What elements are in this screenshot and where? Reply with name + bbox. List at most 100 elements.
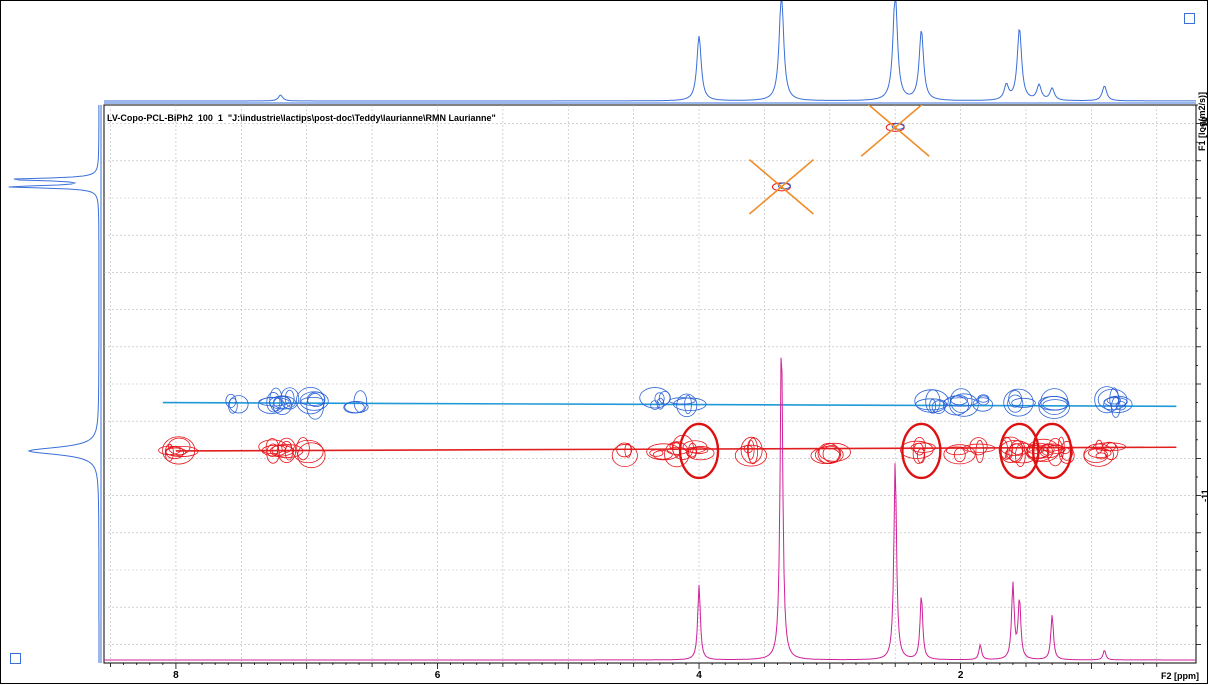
contour-line (931, 400, 946, 414)
contour-peak (162, 436, 199, 465)
contour-peak (268, 387, 300, 415)
contour-line (266, 392, 281, 413)
contour-peak (1092, 441, 1127, 461)
y-axis: -11-10-9 (1196, 104, 1208, 645)
contour-line (943, 397, 978, 407)
contour-line (977, 394, 990, 403)
contour-line (1103, 395, 1133, 413)
contour-peak (682, 440, 715, 461)
contour-line (1007, 394, 1024, 413)
contour-peak (810, 442, 851, 465)
contour-line (1008, 443, 1024, 463)
contour-line (624, 443, 632, 458)
contour-peak (258, 438, 295, 464)
contour-line (344, 400, 369, 414)
y-tick-label: -10 (1200, 117, 1208, 130)
contour-line (734, 444, 768, 467)
contour-line (1095, 439, 1103, 454)
cross-mark (860, 105, 923, 157)
contour-line (654, 392, 665, 405)
contour-line (269, 387, 283, 412)
contour-peak (292, 437, 326, 469)
contour-line (269, 443, 304, 458)
contour-line (912, 442, 925, 464)
contour-line (814, 445, 844, 464)
contour-line (296, 437, 310, 461)
highlight-circle (901, 422, 942, 480)
contour-line (1047, 437, 1064, 467)
contour-line (1095, 452, 1108, 460)
spectrum-header: LV-Copo-PCL-BiPh2 100 1 "J:\industrie\la… (107, 113, 496, 123)
contour-line (1060, 447, 1070, 454)
contour-line (1094, 386, 1120, 414)
contour-line (284, 389, 295, 407)
cross-mark (748, 159, 814, 215)
highlight-circle (678, 422, 720, 480)
contour-line (684, 394, 692, 415)
contour-line (306, 392, 324, 420)
contour-line (1046, 445, 1066, 454)
top-projection (104, 1, 1196, 104)
x-tick-label: 8 (173, 670, 179, 681)
contour-peak (225, 393, 249, 414)
contour-peak (1057, 436, 1075, 464)
contour-line (1011, 397, 1036, 408)
contour-line (228, 397, 238, 414)
contour-line (899, 440, 934, 459)
contour-line (266, 443, 280, 464)
contour-line (910, 442, 936, 453)
contour-line (1039, 444, 1060, 458)
contour-peak (669, 393, 707, 418)
contour-line (280, 387, 300, 410)
contour-line (913, 436, 926, 456)
contour-line (162, 436, 196, 465)
y-axis-label: F1 [log(m2/s)] (1197, 91, 1207, 151)
contour-peak (295, 386, 329, 420)
contour-line (353, 390, 368, 413)
highlight-circle (999, 422, 1040, 480)
contour-line (284, 444, 293, 461)
plot-contents (104, 105, 1196, 661)
top-right-toggle-box[interactable] (1184, 13, 1195, 24)
x-axis-label: F2 [ppm] (1161, 671, 1199, 681)
contour-line (292, 439, 324, 464)
contour-line (265, 438, 279, 457)
contour-line (669, 397, 696, 405)
contour-line (228, 395, 249, 414)
f2-spectrum (104, 357, 1196, 661)
contour-line (164, 445, 199, 457)
contour-peak (943, 388, 979, 417)
contour-line (822, 444, 842, 463)
contour-line (747, 437, 759, 465)
contour-line (1015, 444, 1026, 467)
grid (104, 105, 1196, 663)
x-tick-label: 6 (435, 670, 441, 681)
contour-line (167, 437, 191, 456)
contour-peak (734, 436, 768, 467)
contour-line (1097, 388, 1128, 411)
contour-peak (1097, 387, 1133, 413)
contour-line (616, 442, 633, 458)
x-tick-label: 4 (696, 670, 702, 681)
contour-line (1087, 448, 1112, 459)
contour-line (299, 391, 329, 411)
contour-line (818, 442, 851, 462)
highlight-circle (1031, 422, 1073, 480)
bottom-left-toggle-box[interactable] (10, 653, 21, 664)
contour-peak (1039, 437, 1066, 467)
contour-peak (639, 387, 671, 410)
contour-line (300, 396, 325, 406)
contour-line (1008, 390, 1022, 408)
contour-peak (611, 442, 638, 468)
contour-line (914, 389, 949, 413)
contour-line (277, 437, 297, 463)
y-tick-label: -11 (1200, 489, 1208, 502)
contour-line (950, 395, 968, 406)
contour-line (963, 443, 996, 453)
contour-line (676, 393, 698, 418)
contour-line (1038, 396, 1070, 419)
contour-peak (972, 394, 994, 412)
contour-line (272, 396, 292, 415)
contour-line (1025, 442, 1054, 462)
